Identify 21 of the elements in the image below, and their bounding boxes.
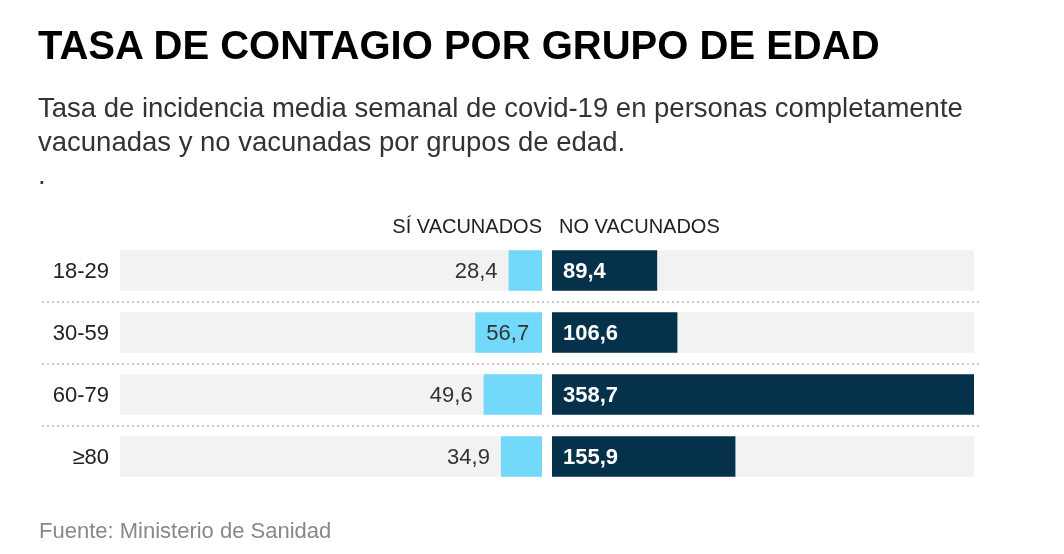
bar [508, 250, 542, 291]
data-label: 49,6 [429, 382, 473, 407]
data-label: 358,7 [563, 382, 619, 407]
bar [500, 436, 542, 477]
data-label: 34,9 [447, 444, 490, 469]
y-tick-label: 60-79 [52, 382, 109, 407]
data-label: 28,4 [454, 258, 498, 283]
series-label: SÍ VACUNADOS [392, 214, 542, 239]
y-tick-label: 30-59 [52, 320, 109, 345]
data-label: 106,6 [563, 320, 619, 345]
source-note: Fuente: Ministerio de Sanidad [39, 518, 332, 543]
data-label: 155,9 [563, 444, 619, 469]
series-label: NO VACUNADOS [559, 214, 720, 239]
chart-subtitle: Tasa de incidencia media semanal de covid-19 en personas completamente vacunadas y no vacunadas por grupos de edad. . [38, 91, 964, 192]
chart-title: TASA DE CONTAGIO POR GRUPO DE EDAD [38, 22, 880, 68]
bar [475, 312, 542, 353]
bar [483, 374, 542, 415]
y-tick-label: 18-29 [52, 258, 109, 283]
y-tick-label: ≥80 [72, 444, 109, 469]
data-label: 89,4 [563, 258, 607, 283]
data-label: 56,7 [486, 320, 530, 345]
